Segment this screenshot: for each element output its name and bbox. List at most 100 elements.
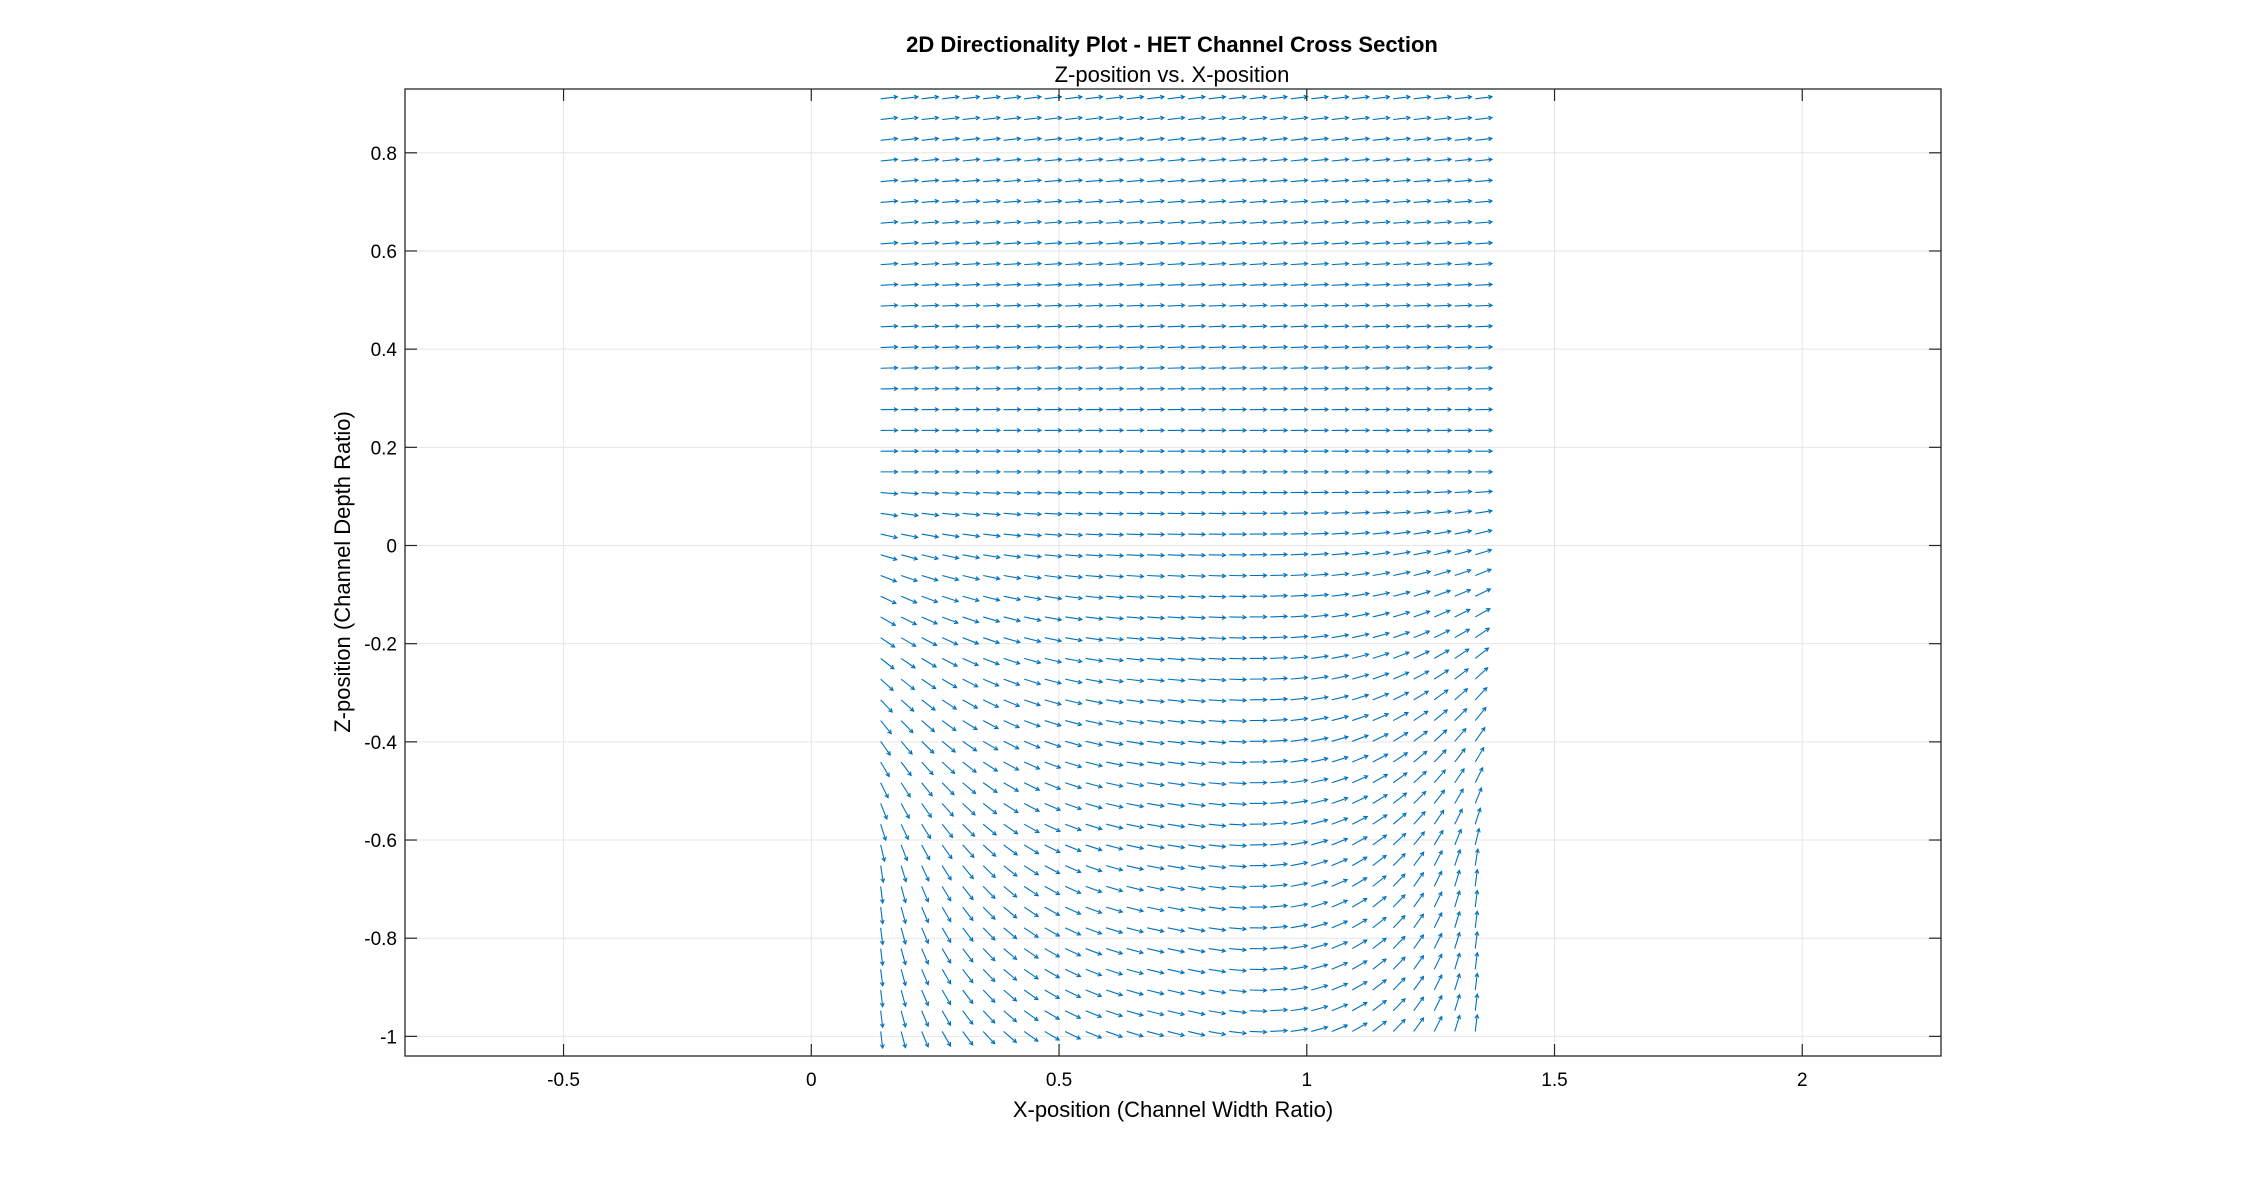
quiver-arrow-head	[1077, 637, 1083, 643]
quiver-arrow-head	[1343, 878, 1349, 884]
quiver-arrow-head	[1180, 990, 1186, 996]
quiver-arrow-head	[1139, 845, 1145, 851]
quiver-field-wrap	[879, 94, 1494, 1050]
quiver-arrow-head	[1119, 553, 1125, 558]
quiver-arrow-head	[893, 534, 899, 540]
quiver-arrow-head	[1180, 323, 1186, 329]
quiver-arrow	[1311, 778, 1328, 784]
quiver-arrow	[1351, 898, 1367, 908]
quiver-arrow-head	[1242, 198, 1248, 204]
quiver-arrow	[941, 927, 952, 943]
quiver-arrow-head	[1242, 552, 1248, 558]
quiver-arrow-head	[1119, 303, 1125, 308]
quiver-arrow	[1331, 675, 1349, 680]
quiver-arrow-head	[1467, 198, 1473, 204]
quiver-arrow-head	[1365, 198, 1371, 204]
quiver-arrow-head	[893, 303, 899, 308]
quiver-arrow-head	[1057, 386, 1063, 392]
quiver-arrow-head	[1439, 829, 1444, 835]
quiver-arrow	[1147, 885, 1164, 891]
quiver-arrow	[1475, 549, 1492, 556]
quiver-arrow	[941, 657, 958, 667]
quiver-arrow	[1290, 1007, 1308, 1012]
quiver-arrow	[962, 678, 978, 688]
quiver-arrow	[962, 782, 976, 794]
quiver-arrow-head	[1303, 572, 1309, 578]
quiver-arrow-head	[934, 261, 940, 267]
quiver-arrow	[1433, 789, 1445, 804]
quiver-arrow	[1126, 179, 1144, 183]
quiver-arrow	[1126, 346, 1144, 349]
quiver-arrow	[1024, 574, 1041, 579]
quiver-arrow-head	[1055, 848, 1061, 854]
quiver-arrow-head	[1323, 736, 1329, 741]
quiver-arrow	[1331, 920, 1348, 929]
quiver-arrow	[1311, 532, 1329, 535]
quiver-arrow-head	[1487, 528, 1493, 534]
quiver-arrow-head	[1447, 178, 1453, 183]
quiver-arrow-head	[1221, 219, 1227, 225]
quiver-arrow-head	[1324, 592, 1330, 598]
quiver-arrow-head	[1303, 675, 1309, 681]
quiver-arrow-head	[1160, 157, 1166, 163]
quiver-arrow	[1023, 1010, 1039, 1021]
quiver-arrow-head	[1159, 740, 1166, 746]
quiver-arrow-head	[1201, 511, 1207, 516]
quiver-arrow	[1352, 137, 1370, 141]
quiver-arrow-head	[906, 792, 911, 798]
quiver-arrow	[1311, 614, 1329, 618]
quiver-arrow	[1392, 812, 1407, 825]
quiver-arrow-head	[1242, 511, 1248, 516]
quiver-arrow	[1147, 595, 1165, 598]
quiver-arrow-head	[1303, 943, 1309, 949]
quiver-arrow-head	[1057, 219, 1063, 225]
quiver-arrow-head	[1242, 864, 1248, 869]
quiver-arrow-head	[1119, 136, 1125, 142]
quiver-arrow-head	[1036, 659, 1042, 665]
quiver-arrow	[921, 325, 939, 328]
quiver-arrow-head	[1139, 469, 1145, 475]
quiver-arrow	[1392, 873, 1406, 887]
quiver-arrow-head	[1242, 323, 1248, 329]
quiver-arrow-head	[948, 854, 953, 860]
quiver-arrow-head	[1016, 575, 1022, 581]
quiver-arrow-head	[1034, 849, 1040, 855]
quiver-arrow	[1085, 200, 1103, 203]
quiver-arrow-head	[914, 469, 920, 475]
quiver-arrow	[880, 1031, 884, 1049]
quiver-arrow	[1003, 283, 1021, 286]
quiver-arrow	[1270, 760, 1288, 763]
quiver-arrow	[1065, 574, 1082, 578]
quiver-arrow-head	[1364, 693, 1370, 699]
quiver-arrow-head	[996, 407, 1002, 412]
quiver-arrow-head	[1364, 571, 1371, 577]
quiver-arrow	[1433, 729, 1447, 742]
quiver-arrow	[880, 782, 889, 799]
quiver-arrow-head	[1401, 812, 1407, 818]
quiver-arrow-head	[1139, 866, 1145, 872]
quiver-arrow	[1392, 1019, 1406, 1032]
quiver-arrow	[1434, 221, 1452, 224]
quiver-arrow-head	[1037, 198, 1043, 204]
quiver-arrow-head	[1221, 261, 1227, 267]
quiver-arrow	[1352, 613, 1369, 618]
quiver-arrow	[1311, 798, 1328, 805]
quiver-arrow-head	[1160, 407, 1166, 412]
quiver-arrow-head	[1283, 469, 1289, 475]
quiver-arrow-head	[1242, 760, 1248, 766]
quiver-arrow	[1270, 677, 1288, 680]
quiver-arrow	[1167, 657, 1185, 661]
quiver-arrow	[1413, 976, 1424, 991]
quiver-arrow	[1290, 945, 1308, 950]
quiver-arrow	[983, 117, 1000, 121]
quiver-arrow-head	[1159, 865, 1165, 871]
quiver-arrow-head	[1283, 261, 1289, 267]
quiver-arrow-head	[1385, 136, 1391, 142]
quiver-arrow-head	[1365, 240, 1371, 246]
quiver-arrow-head	[1303, 902, 1309, 907]
quiver-arrow	[1106, 117, 1123, 121]
quiver-arrow-head	[1139, 427, 1145, 433]
quiver-arrow	[1003, 823, 1018, 835]
quiver-arrow	[1106, 346, 1124, 349]
quiver-arrow	[1270, 179, 1288, 183]
